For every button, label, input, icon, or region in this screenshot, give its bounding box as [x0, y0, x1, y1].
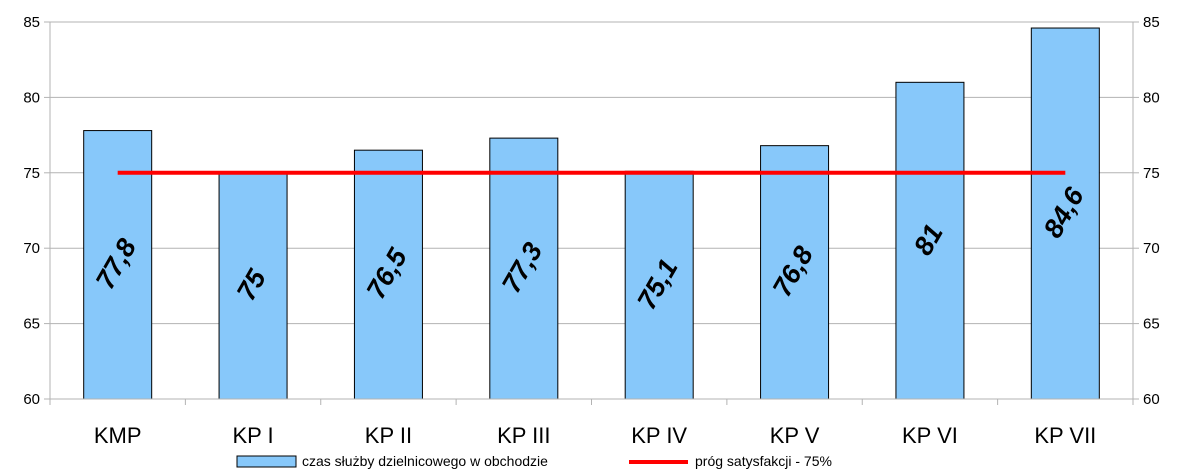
y-tick-label-left: 80: [23, 89, 40, 106]
legend: czas służby dzielnicowego w obchodzie pr…: [236, 453, 832, 469]
bar: [353, 149, 423, 400]
y-tick-label-right: 70: [1143, 240, 1160, 257]
bar: [489, 137, 559, 400]
bar: [218, 172, 288, 400]
axes: 60 60 65 65 70 70 75 75 80 80 85 85 KMP KP I KP II KP I…: [23, 14, 1159, 448]
y-tick-label-right: 85: [1143, 14, 1160, 31]
bar-series: [83, 27, 1100, 400]
bar: [1030, 27, 1100, 400]
gridlines: [50, 21, 1133, 400]
x-category-label: KP II: [365, 423, 412, 448]
x-category-label: KP V: [770, 423, 820, 448]
y-tick-label-left: 70: [23, 240, 40, 257]
y-tick-label-right: 75: [1143, 165, 1160, 182]
x-category-label: KMP: [94, 423, 142, 448]
legend-bar-label: czas służby dzielnicowego w obchodzie: [302, 453, 548, 469]
x-category-label: KP I: [232, 423, 273, 448]
x-category-label: KP VII: [1034, 423, 1096, 448]
x-category-label: KP III: [497, 423, 550, 448]
legend-line-label: próg satysfakcji - 75%: [695, 453, 832, 469]
y-tick-label-right: 80: [1143, 89, 1160, 106]
y-tick-label-left: 85: [23, 14, 40, 31]
bar: [760, 145, 830, 400]
bar: [895, 81, 965, 400]
y-tick-label-left: 60: [23, 391, 40, 408]
y-tick-label-right: 65: [1143, 316, 1160, 333]
x-category-label: KP VI: [902, 423, 958, 448]
y-tick-label-left: 65: [23, 316, 40, 333]
y-tick-label-left: 75: [23, 165, 40, 182]
legend-bar-swatch: [236, 455, 297, 468]
x-category-label: KP IV: [631, 423, 687, 448]
y-tick-label-right: 60: [1143, 391, 1160, 408]
bar: [624, 170, 694, 400]
